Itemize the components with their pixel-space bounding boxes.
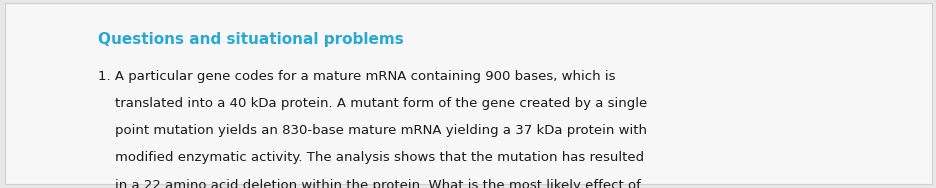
Text: Questions and situational problems: Questions and situational problems	[98, 32, 403, 47]
FancyBboxPatch shape	[5, 3, 931, 184]
Text: modified enzymatic activity. The analysis shows that the mutation has resulted: modified enzymatic activity. The analysi…	[98, 151, 644, 164]
Text: translated into a 40 kDa protein. A mutant form of the gene created by a single: translated into a 40 kDa protein. A muta…	[98, 97, 647, 110]
Text: 1. A particular gene codes for a mature mRNA containing 900 bases, which is: 1. A particular gene codes for a mature …	[98, 70, 615, 83]
Text: point mutation yields an 830-base mature mRNA yielding a 37 kDa protein with: point mutation yields an 830-base mature…	[98, 124, 647, 137]
Text: in a 22 amino acid deletion within the protein. What is the most likely effect o: in a 22 amino acid deletion within the p…	[98, 179, 640, 188]
